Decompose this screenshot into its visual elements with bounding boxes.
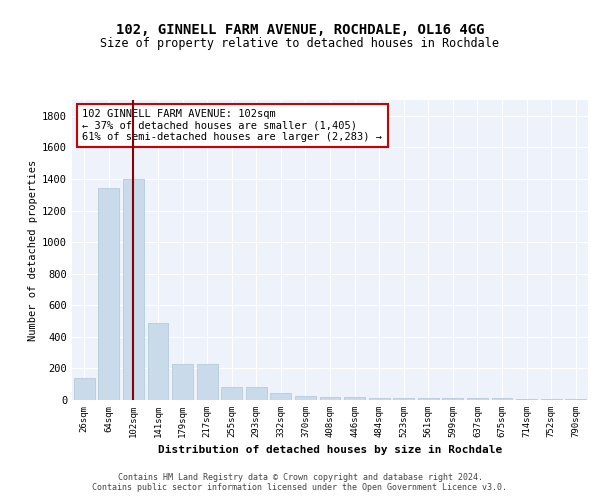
Bar [221, 386, 242, 400]
Bar [368, 398, 389, 400]
Bar [565, 398, 586, 400]
Bar [491, 398, 512, 400]
Bar [516, 398, 537, 400]
Text: 102, GINNELL FARM AVENUE, ROCHDALE, OL16 4GG: 102, GINNELL FARM AVENUE, ROCHDALE, OL16… [116, 22, 484, 36]
Y-axis label: Number of detached properties: Number of detached properties [28, 160, 38, 340]
Text: 102 GINNELL FARM AVENUE: 102sqm
← 37% of detached houses are smaller (1,405)
61%: 102 GINNELL FARM AVENUE: 102sqm ← 37% of… [82, 109, 382, 142]
Bar [172, 364, 193, 400]
Bar [541, 398, 562, 400]
X-axis label: Distribution of detached houses by size in Rochdale: Distribution of detached houses by size … [158, 446, 502, 456]
Bar [246, 386, 267, 400]
Bar [197, 364, 218, 400]
Text: Contains HM Land Registry data © Crown copyright and database right 2024.
Contai: Contains HM Land Registry data © Crown c… [92, 473, 508, 492]
Bar [467, 398, 488, 400]
Bar [98, 188, 119, 400]
Text: Size of property relative to detached houses in Rochdale: Size of property relative to detached ho… [101, 38, 499, 51]
Bar [418, 398, 439, 400]
Bar [74, 378, 95, 400]
Bar [148, 322, 169, 400]
Bar [295, 396, 316, 400]
Bar [442, 398, 463, 400]
Bar [320, 397, 340, 400]
Bar [123, 179, 144, 400]
Bar [271, 392, 292, 400]
Bar [393, 398, 414, 400]
Bar [344, 397, 365, 400]
